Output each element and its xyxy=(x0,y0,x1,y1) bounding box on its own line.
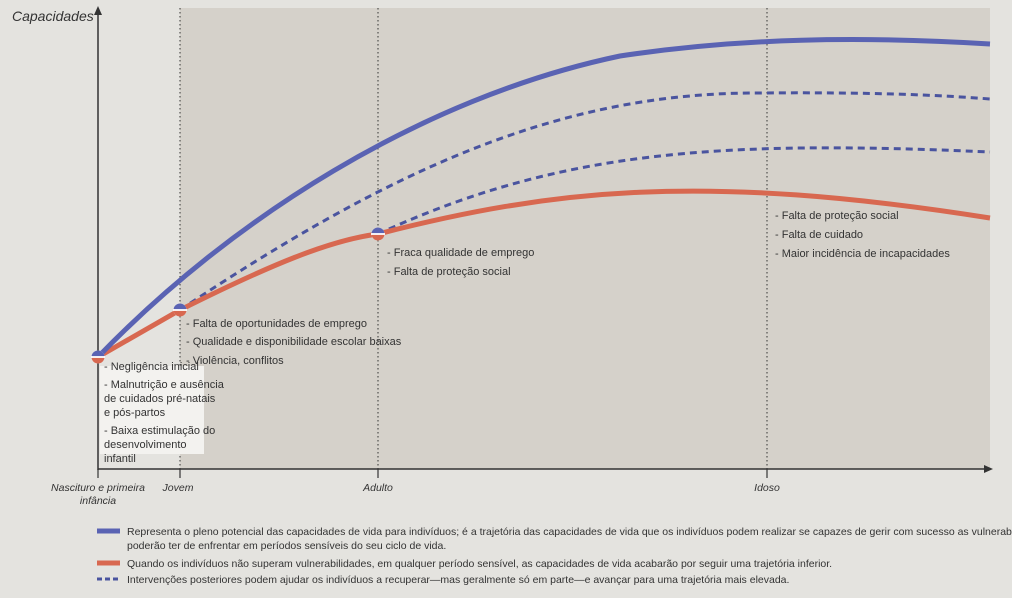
stage-label-birth-line1: Nascituro e primeira xyxy=(51,482,145,494)
note-birth-3-line2: desenvolvimento xyxy=(104,439,187,451)
note-adult-2: - Falta de proteção social xyxy=(387,266,511,278)
stage-label-elderly: Idoso xyxy=(754,482,780,494)
birth-notes-box xyxy=(100,366,204,454)
note-elderly-3: - Maior incidência de incapacidades xyxy=(775,248,950,260)
note-birth-2-line3: e pós-partos xyxy=(104,407,166,419)
legend-inferior: Quando os indivíduos não superam vulnera… xyxy=(127,558,832,570)
trajectory-full-potential xyxy=(96,37,991,359)
node-birth xyxy=(91,350,105,364)
note-birth-3-line3: infantil xyxy=(104,453,136,465)
note-birth-1: - Negligência inicial xyxy=(104,361,199,373)
trajectory-inferior xyxy=(96,188,991,360)
y-axis-label: Capacidades xyxy=(12,8,94,24)
stage-label-birth-line2: infância xyxy=(80,495,116,507)
legend: Representa o pleno potencial das capacid… xyxy=(97,526,1012,586)
legend-full-potential-line1: Representa o pleno potencial das capacid… xyxy=(127,526,1012,538)
y-axis-arrow xyxy=(94,6,102,15)
note-young-2: - Qualidade e disponibilidade escolar ba… xyxy=(186,336,402,348)
trajectory-intervention-low xyxy=(377,146,991,236)
node-young xyxy=(173,303,187,317)
x-axis-arrow xyxy=(984,465,993,473)
legend-full-potential-line2: poderão ter de enfrentar em períodos sen… xyxy=(127,540,446,552)
node-adult xyxy=(371,227,385,241)
legend-intervention: Intervenções posteriores podem ajudar os… xyxy=(127,574,789,586)
note-elderly-2: - Falta de cuidado xyxy=(775,229,863,241)
stage-label-adult: Adulto xyxy=(362,482,393,494)
note-elderly-1: - Falta de proteção social xyxy=(775,210,899,222)
note-young-1: - Falta de oportunidades de emprego xyxy=(186,318,367,330)
note-adult-1: - Fraca qualidade de emprego xyxy=(387,247,534,259)
trajectory-intervention-high xyxy=(179,91,991,312)
note-young-3: - Violência, conflitos xyxy=(186,355,284,367)
life-stage-panel xyxy=(180,8,990,469)
note-birth-2-line2: de cuidados pré-natais xyxy=(104,393,216,405)
note-birth-2-line1: - Malnutrição e ausência xyxy=(104,379,225,391)
note-birth-3-line1: - Baixa estimulação do xyxy=(104,425,215,437)
stage-label-young: Jovem xyxy=(162,482,194,494)
